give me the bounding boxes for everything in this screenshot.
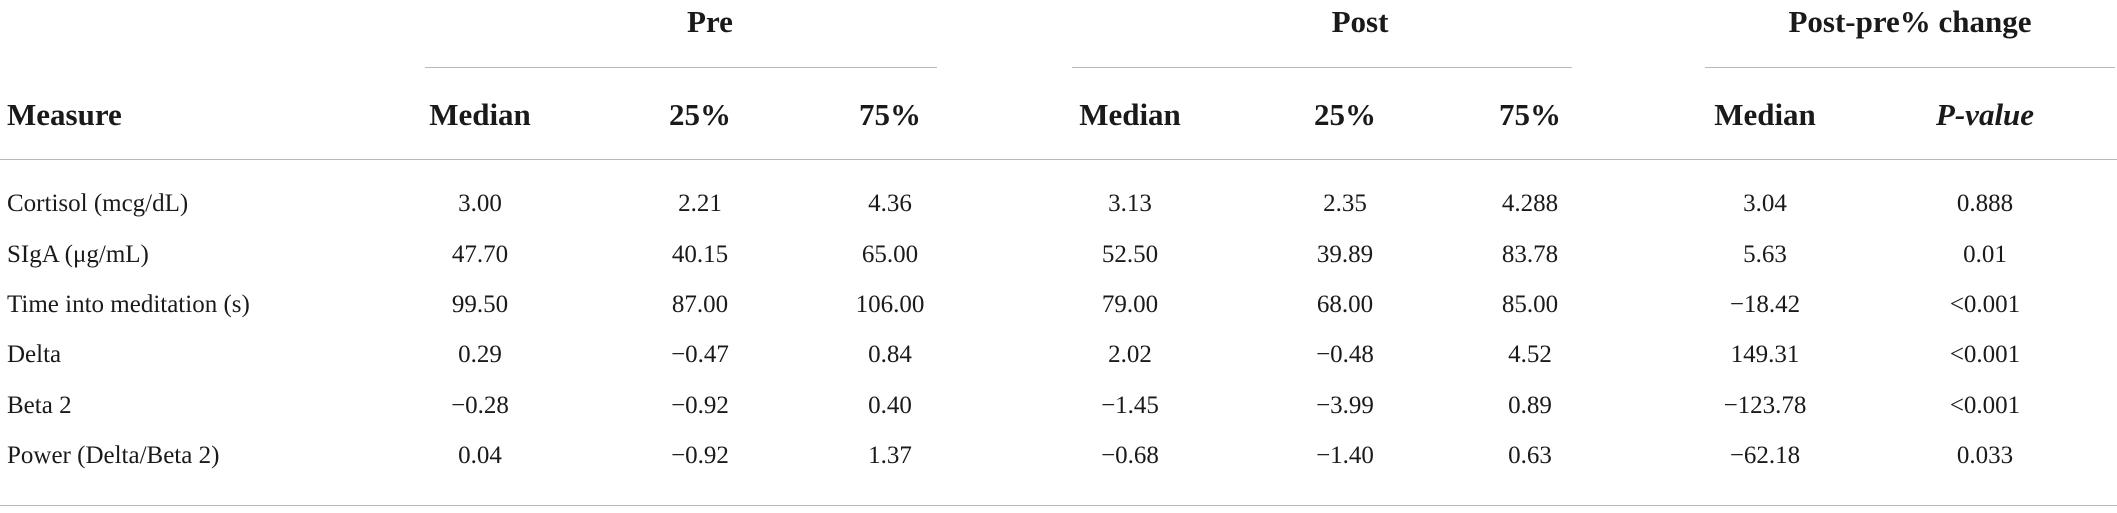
- group-underline-post: [1072, 67, 1572, 68]
- column-header-pre-median: Median: [429, 97, 531, 132]
- cell-post-median: 52.50: [1101, 241, 1159, 268]
- cell-post-25: 39.89: [1316, 241, 1374, 268]
- group-header-change: Post-pre% change: [1788, 4, 2032, 39]
- cell-p-value: 0.033: [1956, 442, 2014, 469]
- cell-change-median: 3.04: [1743, 190, 1787, 217]
- column-header-post-75: 75%: [1499, 97, 1561, 132]
- column-header-measure: Measure: [7, 97, 122, 132]
- column-header-post-median: Median: [1079, 97, 1181, 132]
- group-header-pre: Pre: [687, 4, 733, 39]
- column-header-post-25: 25%: [1314, 97, 1376, 132]
- cell-pre-median: 99.50: [451, 291, 509, 318]
- cell-post-25: 68.00: [1316, 291, 1374, 318]
- cell-p-value: 0.01: [1963, 241, 2007, 268]
- column-header-p-value: P-value: [1935, 97, 2035, 132]
- bottom-rule: [0, 505, 2117, 506]
- column-header-pre-25: 25%: [669, 97, 731, 132]
- cell-post-25: −3.99: [1316, 392, 1374, 419]
- cell-pre-median: −0.28: [451, 392, 509, 419]
- cell-pre-median: 47.70: [451, 241, 509, 268]
- cell-change-median: −62.18: [1729, 442, 1801, 469]
- cell-measure: Time into meditation (s): [7, 291, 250, 318]
- cell-pre-median: 0.29: [458, 341, 502, 368]
- group-header-post: Post: [1331, 4, 1389, 39]
- cell-pre-25: −0.92: [671, 392, 729, 419]
- cell-pre-75: 4.36: [868, 190, 912, 217]
- cell-post-median: 3.13: [1108, 190, 1152, 217]
- cell-p-value: <0.001: [1949, 341, 2021, 368]
- cell-pre-25: −0.47: [671, 341, 729, 368]
- cell-pre-25: 40.15: [671, 241, 729, 268]
- cell-post-75: 83.78: [1501, 241, 1559, 268]
- cell-pre-median: 0.04: [458, 442, 502, 469]
- cell-pre-75: 65.00: [861, 241, 919, 268]
- cell-change-median: −123.78: [1723, 392, 1807, 419]
- cell-post-median: 79.00: [1101, 291, 1159, 318]
- cell-post-median: −0.68: [1101, 442, 1159, 469]
- cell-pre-75: 0.40: [868, 392, 912, 419]
- cell-change-median: 149.31: [1730, 341, 1800, 368]
- cell-post-75: 0.63: [1508, 442, 1552, 469]
- cell-measure: SIgA (μg/mL): [7, 241, 149, 268]
- cell-change-median: −18.42: [1729, 291, 1801, 318]
- column-header-change-median: Median: [1714, 97, 1816, 132]
- cell-pre-median: 3.00: [458, 190, 502, 217]
- cell-pre-25: 87.00: [671, 291, 729, 318]
- cell-post-25: −0.48: [1316, 341, 1374, 368]
- cell-post-75: 4.52: [1508, 341, 1552, 368]
- cell-p-value: <0.001: [1949, 392, 2021, 419]
- cell-post-75: 0.89: [1508, 392, 1552, 419]
- cell-pre-25: 2.21: [678, 190, 722, 217]
- cell-post-25: 2.35: [1323, 190, 1367, 217]
- cell-post-75: 4.288: [1501, 190, 1559, 217]
- cell-measure: Delta: [7, 341, 62, 368]
- cell-p-value: <0.001: [1949, 291, 2021, 318]
- cell-change-median: 5.63: [1743, 241, 1787, 268]
- cell-post-median: −1.45: [1101, 392, 1159, 419]
- column-header-pre-75: 75%: [859, 97, 921, 132]
- cell-p-value: 0.888: [1956, 190, 2014, 217]
- cell-post-median: 2.02: [1108, 341, 1152, 368]
- cell-pre-25: −0.92: [671, 442, 729, 469]
- cell-measure: Power (Delta/Beta 2): [7, 442, 220, 469]
- cell-measure: Beta 2: [7, 392, 72, 419]
- cell-pre-75: 1.37: [868, 442, 912, 469]
- cell-measure: Cortisol (mcg/dL): [7, 190, 189, 217]
- header-rule: [0, 159, 2117, 160]
- group-underline-change: [1705, 67, 2115, 68]
- cell-post-75: 85.00: [1501, 291, 1559, 318]
- cell-post-25: −1.40: [1316, 442, 1374, 469]
- cell-pre-75: 106.00: [855, 291, 925, 318]
- cell-pre-75: 0.84: [868, 341, 912, 368]
- group-underline-pre: [425, 67, 937, 68]
